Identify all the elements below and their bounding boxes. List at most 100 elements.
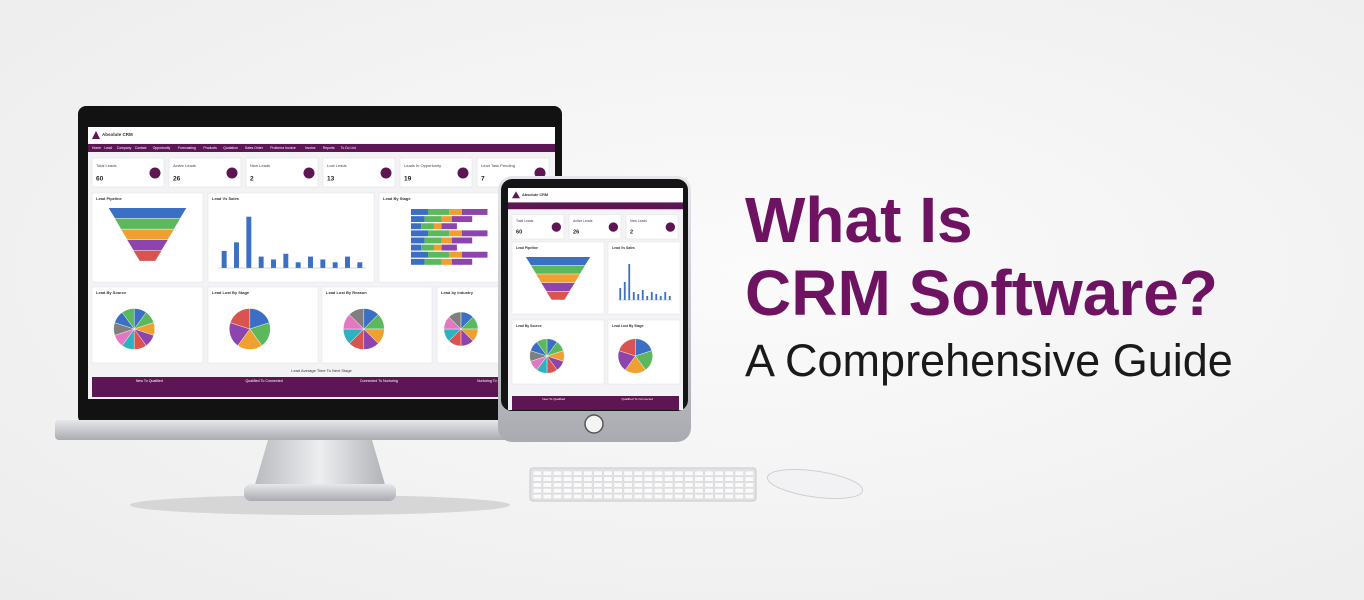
key <box>643 482 653 488</box>
key <box>724 488 734 494</box>
key <box>654 488 663 494</box>
decor-hbar <box>449 251 462 258</box>
kpi-value: 2 <box>250 176 254 183</box>
funnel-layer <box>133 250 162 261</box>
key <box>704 482 714 488</box>
key <box>542 488 552 494</box>
key <box>744 476 754 482</box>
key <box>593 476 603 482</box>
key <box>654 482 663 488</box>
key <box>603 476 613 482</box>
key <box>694 488 704 494</box>
table-col: New To Qualified <box>136 379 163 383</box>
key <box>542 482 552 488</box>
key <box>664 470 674 476</box>
key <box>532 476 542 482</box>
key <box>704 476 714 482</box>
funnel-layer <box>546 291 570 300</box>
key <box>724 470 734 476</box>
decor-hbar <box>441 244 457 251</box>
funnel-layer <box>536 274 580 283</box>
funnel-layer <box>541 282 575 292</box>
key <box>553 488 562 494</box>
table-title: Lead Average Time To Next Stage <box>291 368 352 373</box>
decor-hbar <box>451 237 473 244</box>
key <box>553 470 562 476</box>
decor-bar <box>295 262 301 268</box>
panel-title: Lead Vs Sales <box>212 196 240 201</box>
monitor-neck <box>254 440 386 488</box>
funnel-layer <box>121 229 174 240</box>
panel-title: Lead By Source <box>516 324 542 328</box>
key <box>532 482 542 488</box>
key <box>744 470 754 476</box>
key <box>563 494 573 499</box>
headline-subtitle: A Comprehensive Guide <box>745 335 1233 386</box>
key <box>714 476 724 482</box>
kpi-icon <box>534 167 546 179</box>
decor-hbar <box>433 244 442 251</box>
key <box>573 488 583 494</box>
key <box>633 482 643 488</box>
panel-title: Lead Pipeline <box>96 196 123 201</box>
panel-title: Lead By Stage <box>383 196 411 201</box>
decor-hbar <box>441 237 452 244</box>
panel <box>207 192 375 283</box>
panel-title: Lead Lost By Stage <box>212 290 250 295</box>
kpi-label: Total Leads <box>516 219 534 223</box>
panel-title: Lead by Industry <box>441 290 474 295</box>
key <box>654 476 663 482</box>
key <box>623 470 633 476</box>
funnel-layer <box>108 208 187 219</box>
kpi-label: Active Leads <box>573 219 593 223</box>
key <box>593 488 603 494</box>
key <box>734 470 744 476</box>
funnel-layer <box>530 265 586 274</box>
funnel-layer <box>127 240 168 251</box>
kpi-icon <box>457 167 469 179</box>
decor-hbar <box>449 209 462 215</box>
kpi-value: 2 <box>630 230 633 236</box>
table-header <box>92 377 551 397</box>
nav-item: Lead <box>104 146 112 150</box>
decor-hbar <box>411 209 428 215</box>
key <box>714 488 724 494</box>
decor-bar <box>258 256 264 268</box>
decor-hbar <box>424 258 442 265</box>
key <box>583 470 593 476</box>
kpi-label: Active Leads <box>173 163 196 168</box>
key <box>613 470 623 476</box>
decor-bar <box>650 292 653 300</box>
key <box>694 494 704 499</box>
decor-bar <box>283 253 289 268</box>
decor-bar <box>664 292 667 300</box>
key <box>563 476 573 482</box>
funnel-layer <box>114 218 181 229</box>
key <box>563 488 573 494</box>
decor-hbar <box>451 216 473 223</box>
kpi-label: New Leads <box>250 163 270 168</box>
key <box>714 482 724 488</box>
decor-hbar <box>428 209 450 215</box>
nav-item: Company <box>117 146 132 150</box>
panel-title: Lead By Source <box>96 290 127 295</box>
pie-slice <box>448 311 462 330</box>
key <box>633 476 643 482</box>
key <box>684 488 694 494</box>
panel-title: Lead Pipeline <box>516 246 538 250</box>
key <box>674 488 684 494</box>
headline-line2: CRM Software? <box>745 257 1218 329</box>
monitor-dashboard: Absolute CRM Home Lead Company Contact Opport… <box>88 127 555 397</box>
kpi-value: 7 <box>481 176 485 183</box>
decor-hbar <box>424 216 442 223</box>
kpi-card <box>625 214 679 240</box>
monitor-foot <box>244 484 396 501</box>
key <box>704 470 714 476</box>
logo: Absolute CRM <box>522 193 548 197</box>
key <box>654 494 663 499</box>
decor-bar <box>357 262 363 268</box>
nav-item: Invoice <box>305 146 316 150</box>
decor-bar <box>659 296 662 300</box>
